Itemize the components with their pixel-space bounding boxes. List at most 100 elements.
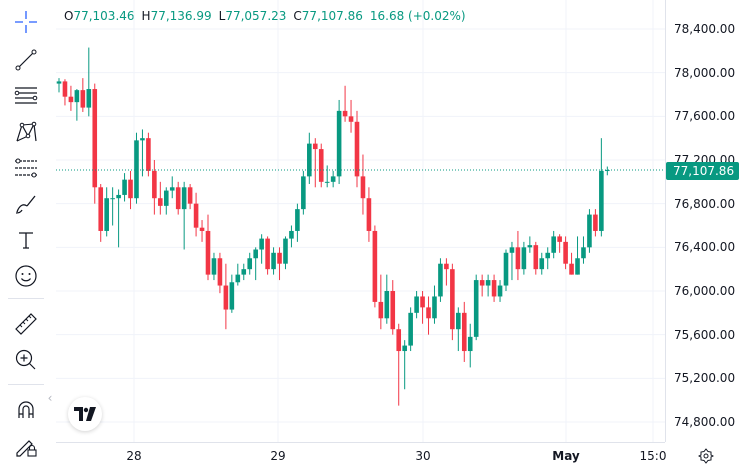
candle [473, 274, 479, 341]
pattern-icon[interactable] [10, 116, 42, 148]
candle-body [74, 90, 80, 103]
candle [575, 236, 580, 275]
toolbar-collapse-button[interactable]: ‹ [47, 391, 53, 405]
candle [539, 252, 545, 275]
candle-body [473, 280, 479, 337]
candle-body [92, 89, 98, 188]
candle-body [169, 187, 175, 191]
candle [545, 247, 551, 270]
drawing-toolbar: ‹ [0, 0, 52, 470]
candle-body [217, 258, 223, 286]
candle-body [80, 90, 86, 108]
candlestick-chart[interactable] [56, 0, 665, 442]
candle-body [521, 247, 527, 270]
candle-body [533, 245, 539, 270]
emoji-icon[interactable] [10, 260, 42, 292]
candle-body [324, 181, 330, 183]
candle-body [461, 312, 467, 352]
candle [521, 241, 527, 275]
candle [324, 165, 330, 188]
candle [515, 230, 521, 281]
time-axis[interactable]: 28 29 30 May 15:0 [56, 442, 667, 470]
candle-body [503, 252, 509, 286]
price-tick-label: 76,400.00 [674, 240, 736, 254]
candle [152, 160, 157, 215]
candle [86, 47, 92, 117]
candle-body [205, 230, 211, 275]
horizontal-lines-icon[interactable] [10, 80, 42, 112]
candle [247, 252, 253, 275]
candle-body [140, 138, 145, 141]
candle [336, 99, 342, 185]
candle-body [152, 170, 157, 199]
low-value: 77,057.23 [225, 9, 287, 23]
candle [569, 252, 574, 275]
candle-body [56, 81, 62, 84]
candle-body [289, 230, 294, 239]
candle-body [86, 89, 92, 108]
fib-retracement-icon[interactable] [10, 152, 42, 184]
crosshair-icon[interactable] [10, 6, 42, 38]
candle-body [271, 252, 276, 270]
brush-icon[interactable] [10, 188, 42, 220]
candle-body [247, 258, 253, 270]
candle-body [181, 187, 187, 210]
time-tick-label: 28 [126, 449, 142, 463]
candle-body [384, 291, 390, 319]
tradingview-logo[interactable] [68, 397, 102, 431]
price-tick-label: 76,000.00 [674, 284, 736, 298]
candle-body [456, 312, 461, 330]
candle [456, 307, 461, 352]
candle-body [301, 176, 306, 210]
candle-body [497, 285, 503, 297]
candle-body [330, 176, 336, 182]
candle [599, 138, 604, 237]
candle [378, 274, 384, 330]
candle-body [515, 247, 521, 270]
candle [235, 263, 241, 286]
candle-body [450, 269, 455, 330]
candle [414, 291, 419, 319]
candle [551, 230, 556, 259]
trend-line-icon[interactable] [10, 44, 42, 76]
candle [289, 225, 294, 248]
zoom-in-icon[interactable] [10, 344, 42, 376]
ruler-icon[interactable] [10, 308, 42, 340]
candle-body [366, 198, 372, 231]
candle-body [569, 263, 574, 275]
price-tick-label: 76,800.00 [674, 197, 736, 211]
candle [110, 187, 115, 226]
chart-settings-button[interactable] [696, 446, 716, 466]
candle [390, 280, 396, 335]
candle-body [134, 140, 139, 199]
candle [593, 209, 598, 237]
candle [140, 129, 145, 177]
last-price-tag: 77,107.86 [666, 162, 739, 180]
candle-body [68, 96, 74, 103]
candle [283, 236, 288, 270]
close-value: 77,107.86 [301, 9, 363, 23]
candle [253, 247, 258, 281]
candle [122, 173, 127, 202]
price-axis[interactable]: 78,400.00 78,000.00 77,600.00 77,200.00 … [665, 0, 745, 442]
candle [181, 181, 187, 250]
candle [330, 170, 336, 188]
candle [408, 307, 413, 352]
candle-body [605, 170, 610, 172]
candle-body [390, 291, 396, 330]
text-icon[interactable] [10, 224, 42, 256]
candle-body [348, 116, 354, 122]
candle [563, 236, 568, 270]
candle [485, 274, 491, 297]
chart-plot[interactable] [56, 0, 665, 442]
candle-body [312, 143, 318, 150]
candle [479, 274, 485, 297]
candle-body [277, 252, 282, 264]
time-tick-label: 15:0 [639, 449, 667, 463]
candle [557, 234, 562, 253]
candle [128, 170, 133, 210]
candle [360, 154, 366, 215]
lock-pencil-icon[interactable] [10, 430, 42, 462]
magnet-icon[interactable] [10, 394, 42, 426]
candle [74, 89, 80, 121]
